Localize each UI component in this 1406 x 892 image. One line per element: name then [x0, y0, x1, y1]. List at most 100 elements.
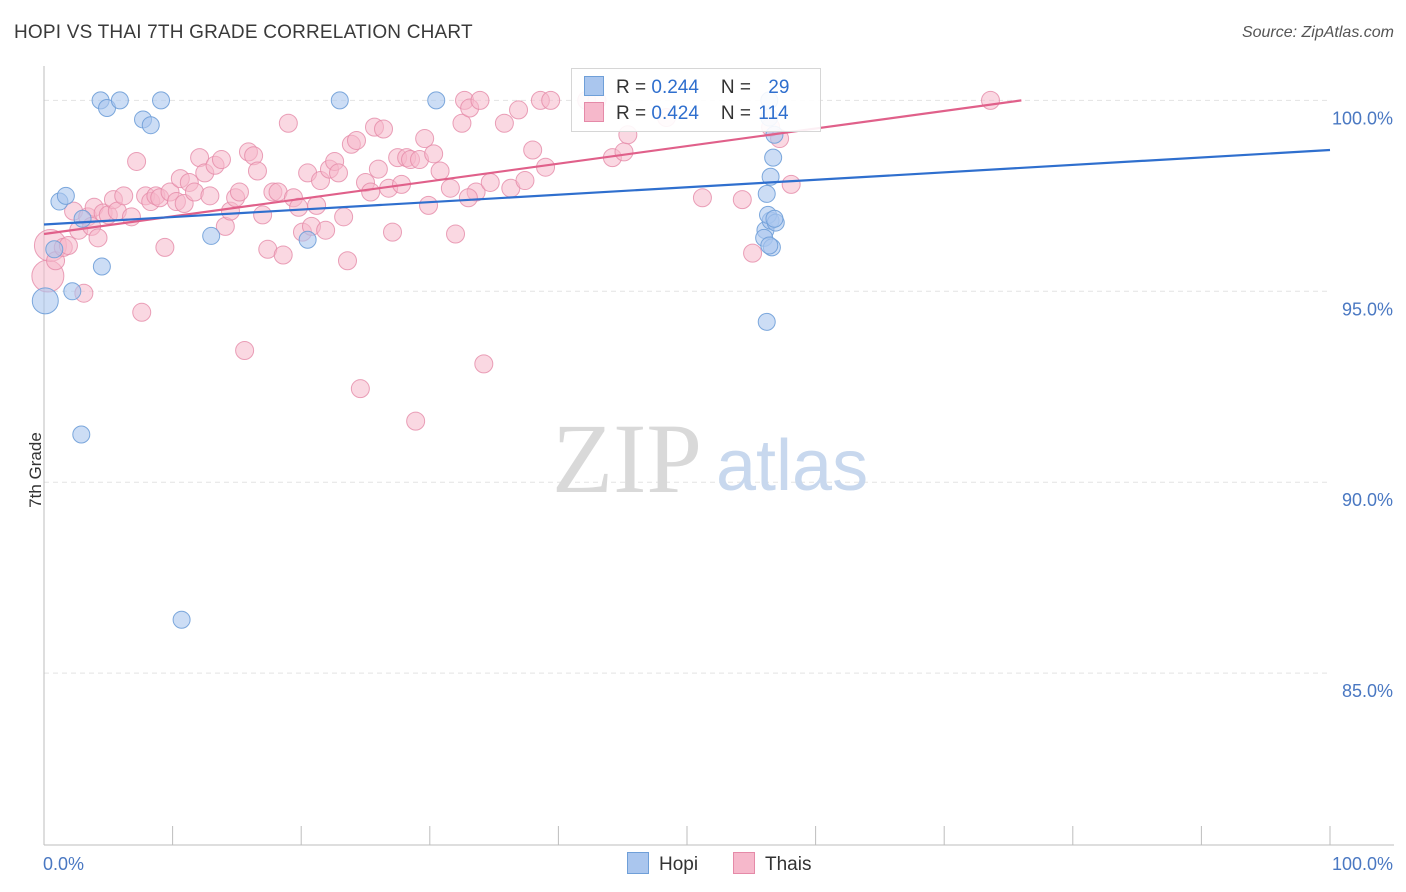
- hopi-point-13: [152, 91, 171, 110]
- hopi-trend-line: [43, 148, 1331, 226]
- thais-swatch: [584, 102, 604, 122]
- hopi-point-27: [764, 148, 783, 167]
- thais-point-69: [368, 159, 388, 179]
- thais-point-62: [337, 251, 357, 271]
- watermark-zip: ZIP: [552, 403, 702, 514]
- thais-point-94: [509, 100, 529, 120]
- thais-point-80: [419, 195, 439, 215]
- thais-point-91: [480, 172, 500, 192]
- thais-point-85: [452, 113, 472, 133]
- thais-point-67: [361, 182, 381, 202]
- trend-lines: [43, 99, 1331, 236]
- hopi-point-10: [110, 91, 129, 110]
- thais-point-24: [155, 237, 175, 257]
- stats-legend: R = 0.244 N = 29 R = 0.424 N = 114: [571, 68, 821, 132]
- thais-point-84: [446, 224, 466, 244]
- thais-point-113: [458, 188, 478, 208]
- hopi-point-5: [72, 425, 91, 444]
- hopi-r-value: 0.244: [651, 77, 699, 98]
- thais-point-82: [430, 161, 450, 181]
- thais-point-108: [743, 243, 763, 263]
- thais-point-103: [614, 142, 634, 162]
- thais-point-95: [515, 171, 535, 191]
- thais-point-44: [253, 205, 273, 225]
- legend-row-hopi: R = 0.244 N = 29: [584, 76, 789, 100]
- thais-point-55: [307, 195, 327, 215]
- thais-point-43: [247, 161, 267, 181]
- thais-point-79: [415, 129, 435, 149]
- bottom-legend-hopi: Hopi: [627, 852, 698, 876]
- thais-series: [31, 90, 1000, 431]
- y-tick-label-100: 100.0%: [1332, 108, 1393, 128]
- hopi-point-15: [202, 226, 221, 245]
- source-label: Source: ZipAtlas.com: [1241, 24, 1394, 41]
- hopi-point-12: [141, 116, 160, 135]
- thais-point-33: [200, 186, 220, 206]
- thais-point-40: [235, 340, 255, 360]
- thais-point-99: [541, 90, 561, 110]
- thais-point-77: [406, 411, 426, 431]
- thais-point-90: [474, 354, 494, 374]
- legend-row-thais: R = 0.424 N = 114: [584, 102, 789, 126]
- hopi-point-4: [63, 282, 82, 301]
- thais-point-70: [374, 119, 394, 139]
- thais-point-96: [523, 140, 543, 160]
- thais-point-49: [278, 113, 298, 133]
- thais-point-106: [692, 188, 712, 208]
- bottom-hopi-swatch: [627, 852, 649, 874]
- hopi-point-3: [56, 186, 75, 205]
- axes: [43, 66, 1394, 846]
- bottom-hopi-label: Hopi: [659, 854, 699, 875]
- x-tick-label-100: 100.0%: [1332, 854, 1393, 874]
- hopi-swatch: [584, 76, 604, 96]
- thais-point-65: [350, 379, 370, 399]
- thais-point-16: [114, 186, 134, 206]
- thais-point-107: [732, 190, 752, 210]
- thais-point-35: [211, 150, 231, 170]
- thais-point-111: [781, 174, 801, 194]
- hopi-series: [31, 91, 785, 629]
- thais-point-18: [127, 151, 147, 171]
- thais-point-83: [440, 178, 460, 198]
- thais-n-value: 114: [758, 103, 789, 124]
- hopi-point-32: [765, 209, 784, 228]
- thais-trend-line: [43, 99, 1022, 236]
- bottom-thais-swatch: [733, 852, 755, 874]
- y-tick-labels: 85.0% 90.0% 95.0% 100.0%: [1332, 108, 1393, 701]
- chart-title: HOPI VS THAI 7TH GRADE CORRELATION CHART: [14, 22, 473, 43]
- thais-point-60: [328, 163, 348, 183]
- thais-point-39: [229, 182, 249, 202]
- thais-r-label: R =: [616, 103, 652, 124]
- hopi-point-22: [761, 167, 780, 186]
- watermark-atlas: atlas: [716, 426, 868, 506]
- thais-point-92: [494, 113, 514, 133]
- hopi-point-14: [172, 610, 191, 629]
- thais-point-112: [980, 90, 1000, 110]
- y-tick-label-95: 95.0%: [1342, 299, 1393, 319]
- thais-point-11: [88, 228, 108, 248]
- y-tick-label-85: 85.0%: [1342, 681, 1393, 701]
- thais-point-81: [424, 144, 444, 164]
- thais-point-48: [273, 245, 293, 265]
- thais-point-89: [470, 90, 490, 110]
- y-tick-label-90: 90.0%: [1342, 490, 1393, 510]
- thais-point-64: [346, 130, 366, 150]
- hopi-point-33: [760, 236, 779, 255]
- thais-point-19: [132, 302, 152, 322]
- hopi-point-23: [757, 184, 776, 203]
- watermark: ZIP atlas: [552, 403, 868, 514]
- hopi-point-18: [427, 91, 446, 110]
- thais-point-57: [316, 220, 336, 240]
- bottom-legend-thais: Thais: [733, 852, 811, 876]
- hopi-point-31: [757, 312, 776, 331]
- hopi-n-value: 29: [768, 77, 790, 98]
- thais-n-label: N =: [720, 103, 757, 124]
- hopi-point-7: [92, 257, 111, 276]
- thais-point-72: [383, 222, 403, 242]
- hopi-r-label: R =: [616, 77, 652, 98]
- hopi-point-16: [298, 230, 317, 249]
- hopi-n-label: N =: [720, 77, 757, 98]
- x-tick-label-0: 0.0%: [43, 854, 84, 874]
- thais-point-61: [334, 207, 354, 227]
